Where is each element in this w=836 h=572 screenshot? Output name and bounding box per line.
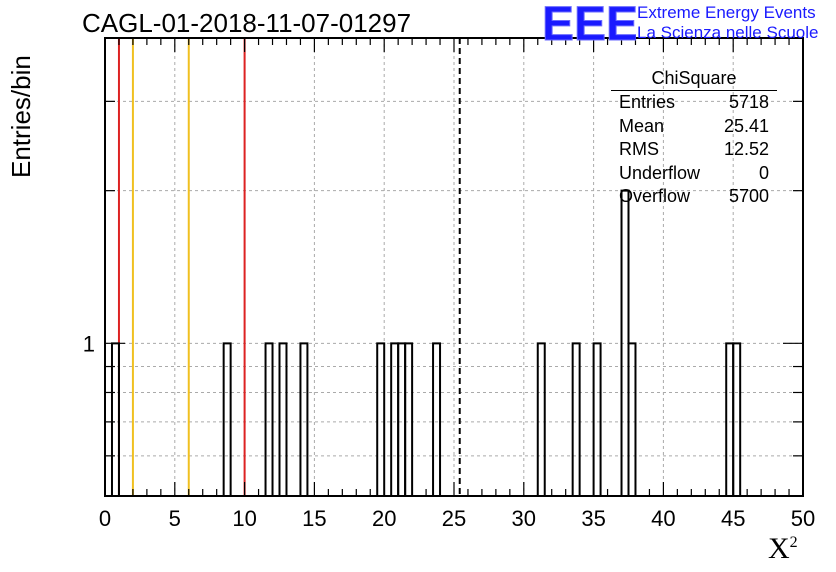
histogram-bin [278, 342, 288, 496]
chart-title: CAGL-01-2018-11-07-01297 [82, 8, 412, 38]
y-axis-label: Entries/bin [6, 55, 36, 178]
histogram-bin [376, 342, 386, 496]
x-tick-label: 50 [791, 506, 815, 531]
histogram-bin [592, 342, 602, 496]
x-tick-label: 15 [302, 506, 326, 531]
eee-logo: EEE [540, 0, 639, 52]
stats-row-entries: Entries 5718 [611, 91, 777, 115]
logo-mark-text: EEE [542, 2, 636, 44]
histogram-bin [536, 342, 546, 496]
stats-label: Overflow [619, 186, 691, 206]
stats-title: ChiSquare [611, 66, 777, 91]
histogram-bin [299, 342, 309, 496]
x-axis-label: X2 [768, 532, 798, 566]
histogram-bin [627, 342, 637, 496]
x-tick-label: 20 [372, 506, 396, 531]
stats-label: Underflow [619, 162, 701, 183]
stats-row-mean: Mean 25.41 [611, 115, 777, 139]
stats-box: ChiSquare Entries 5718 Mean 25.41 RMS 12… [611, 66, 777, 209]
x-tick-label: 0 [99, 506, 111, 531]
histogram-bin [222, 342, 232, 496]
stats-value: 25.41 [723, 115, 769, 136]
stats-row-overflow: Overflow 5700 [611, 185, 777, 209]
x-tick-label: 25 [442, 506, 466, 531]
histogram-bin [432, 342, 442, 496]
stats-value: 0 [758, 162, 769, 183]
x-tick-label: 35 [581, 506, 605, 531]
x-tick-label: 40 [651, 506, 675, 531]
histogram-bin [404, 342, 414, 496]
stats-row-underflow: Underflow 0 [611, 162, 777, 186]
eee-logo-mark: EEE [542, 0, 639, 52]
histogram-bin [571, 342, 581, 496]
stats-label: RMS [619, 139, 659, 159]
stats-value: 5718 [728, 92, 769, 112]
x-tick-label: 5 [169, 506, 181, 531]
logo-line-1: Extreme Energy Events [637, 3, 816, 22]
stats-label: Mean [619, 115, 665, 136]
x-tick-label: 10 [232, 506, 256, 531]
stats-value: 12.52 [723, 139, 769, 159]
logo-line-2: La Scienza nelle Scuole [637, 23, 819, 42]
stats-row-rms: RMS 12.52 [611, 138, 777, 162]
y-tick-label: 1 [83, 331, 95, 356]
histogram-bin [264, 342, 274, 496]
histogram-bin [732, 342, 742, 496]
x-tick-label: 30 [512, 506, 536, 531]
x-axis-label-base: X [768, 532, 790, 565]
x-tick-label: 45 [721, 506, 745, 531]
stats-value: 5700 [728, 186, 769, 206]
x-axis-label-sup: 2 [789, 534, 798, 551]
stats-label: Entries [619, 92, 676, 112]
